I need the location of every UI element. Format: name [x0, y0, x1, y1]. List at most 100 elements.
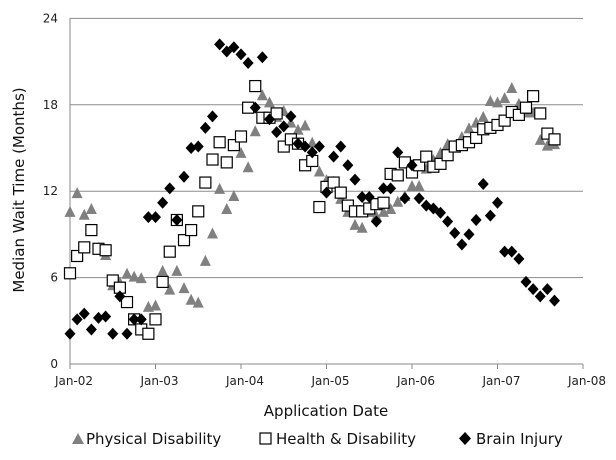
y-tick-label: 18 — [43, 98, 58, 112]
point-brain-injury — [456, 238, 468, 251]
point-brain-injury — [256, 51, 268, 64]
point-physical-disability — [406, 179, 418, 191]
point-brain-injury — [178, 170, 190, 183]
point-health-disability — [106, 274, 119, 287]
point-health-disability — [85, 223, 98, 237]
point-physical-disability — [171, 264, 183, 276]
point-brain-injury — [235, 48, 247, 61]
point-health-disability — [156, 275, 169, 289]
point-physical-disability — [199, 254, 211, 266]
point-brain-injury — [442, 215, 454, 228]
point-physical-disability — [292, 123, 304, 135]
point-physical-disability — [299, 119, 311, 131]
point-physical-disability — [506, 82, 518, 94]
point-health-disability — [142, 327, 155, 340]
point-brain-injury — [413, 192, 425, 205]
point-brain-injury — [306, 146, 318, 159]
point-physical-disability — [150, 299, 161, 311]
point-brain-injury — [78, 307, 90, 320]
y-tick-labels: 0 6 12 18 24 — [43, 11, 58, 371]
point-health-disability — [220, 156, 233, 169]
legend: Physical Disability Health & Disability … — [72, 430, 563, 448]
x-tick-label: Jan-05 — [310, 374, 349, 388]
point-physical-disability — [484, 94, 496, 106]
point-brain-injury — [121, 327, 133, 340]
point-brain-injury — [199, 121, 211, 134]
point-physical-disability — [306, 136, 318, 148]
point-brain-injury — [513, 252, 525, 265]
point-brain-injury — [392, 146, 404, 159]
point-brain-injury — [449, 226, 461, 239]
point-brain-injury — [271, 126, 283, 139]
legend-label-brain-injury: Brain Injury — [476, 430, 563, 448]
point-health-disability — [227, 139, 240, 152]
point-brain-injury — [185, 142, 197, 154]
point-brain-injury — [463, 228, 475, 241]
legend-marker-brain-injury — [459, 432, 471, 445]
point-brain-injury — [128, 313, 140, 326]
point-brain-injury — [506, 245, 518, 258]
point-brain-injury — [64, 327, 76, 340]
point-brain-injury — [527, 283, 539, 296]
x-tick-label: Jan-08 — [567, 374, 606, 388]
point-brain-injury — [435, 206, 446, 219]
y-tick-label: 24 — [43, 11, 58, 25]
point-physical-disability — [128, 270, 140, 282]
point-physical-disability — [207, 227, 218, 239]
y-axis-title: Median Wait Time (Months) — [10, 87, 28, 292]
point-brain-injury — [100, 310, 112, 323]
point-physical-disability — [135, 272, 147, 284]
point-brain-injury — [107, 327, 119, 340]
point-brain-injury — [385, 182, 397, 195]
point-health-disability — [78, 241, 91, 254]
point-brain-injury — [399, 192, 411, 205]
point-brain-injury — [534, 290, 546, 303]
point-brain-injury — [549, 294, 560, 307]
point-brain-injury — [541, 283, 553, 296]
point-brain-injury — [285, 110, 297, 123]
point-health-disability — [548, 133, 561, 146]
point-health-disability — [199, 176, 212, 189]
point-health-disability — [213, 136, 226, 149]
point-physical-disability — [235, 146, 247, 158]
point-physical-disability — [85, 202, 97, 214]
legend-label-physical-disability: Physical Disability — [86, 430, 221, 448]
point-brain-injury — [264, 113, 275, 126]
point-health-disability — [234, 130, 248, 143]
point-brain-injury — [520, 275, 532, 288]
point-brain-injury — [171, 214, 183, 226]
point-physical-disability — [78, 208, 90, 220]
point-brain-injury — [93, 311, 104, 324]
point-brain-injury — [299, 140, 311, 153]
point-brain-injury — [492, 196, 503, 209]
point-health-disability — [420, 150, 433, 163]
gridlines — [70, 17, 583, 279]
point-brain-injury — [242, 57, 254, 70]
point-physical-disability — [499, 92, 511, 104]
point-physical-disability — [228, 190, 240, 202]
point-health-disability — [391, 169, 404, 182]
point-brain-injury — [342, 159, 354, 172]
point-brain-injury — [406, 159, 418, 172]
point-brain-injury — [114, 290, 126, 303]
point-health-disability — [534, 107, 547, 120]
point-health-disability — [377, 196, 390, 209]
point-physical-disability — [249, 125, 261, 137]
point-health-disability — [270, 107, 283, 120]
point-brain-injury — [335, 140, 347, 153]
point-health-disability — [149, 313, 162, 326]
x-tick-label: Jan-03 — [139, 374, 178, 388]
point-physical-disability — [349, 218, 361, 230]
point-health-disability — [512, 108, 525, 121]
point-health-disability — [313, 200, 326, 214]
point-physical-disability — [178, 282, 190, 294]
point-brain-injury — [278, 120, 290, 133]
point-brain-injury — [370, 215, 382, 228]
x-tick-label: Jan-07 — [481, 374, 520, 388]
y-tick-label: 0 — [50, 357, 58, 371]
point-brain-injury — [221, 45, 233, 58]
point-health-disability — [434, 157, 447, 170]
point-physical-disability — [242, 161, 254, 173]
point-physical-disability — [192, 296, 204, 308]
